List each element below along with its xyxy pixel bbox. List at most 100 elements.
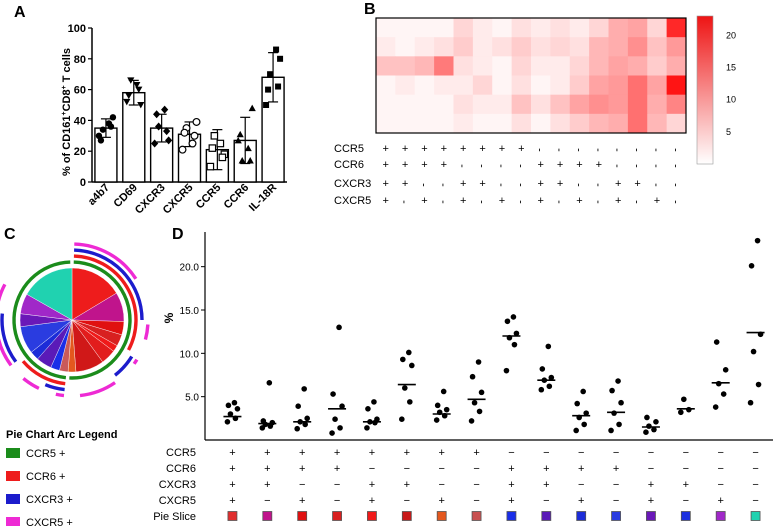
panel-d-sign: + bbox=[264, 447, 270, 459]
panel-a-point bbox=[161, 105, 169, 114]
panel-d-point bbox=[504, 318, 511, 325]
panel-d-point bbox=[503, 367, 510, 374]
heatmap-sign: - bbox=[437, 200, 449, 204]
heatmap-cell bbox=[647, 94, 668, 115]
heatmap-sign: - bbox=[553, 200, 565, 204]
panel-d-slice-swatch bbox=[332, 511, 342, 521]
panel-d-sign: + bbox=[299, 495, 305, 507]
panel-d-point bbox=[269, 419, 276, 426]
panel-d-point bbox=[678, 409, 684, 416]
panel-d-sign: + bbox=[334, 463, 340, 475]
heatmap-cell bbox=[511, 113, 532, 134]
panel-d-point bbox=[433, 417, 440, 423]
panel-a-point bbox=[180, 128, 189, 137]
heatmap-sign: + bbox=[479, 143, 485, 155]
panel-d-point bbox=[643, 429, 649, 436]
panel-d-point bbox=[294, 425, 300, 432]
panel-d-point bbox=[653, 419, 659, 425]
panel-d-sign: + bbox=[438, 495, 444, 507]
pie-legend-label: CCR5 + bbox=[26, 448, 65, 460]
panel-a-point bbox=[267, 71, 274, 78]
heatmap-sign: + bbox=[402, 159, 408, 171]
panel-d-point bbox=[332, 416, 338, 423]
pie-arc bbox=[55, 392, 65, 398]
pie-arc bbox=[73, 254, 138, 351]
heatmap-cell bbox=[472, 37, 493, 57]
heatmap-sign: + bbox=[479, 178, 485, 190]
panel-label-d: D bbox=[172, 226, 184, 243]
panel-a-point bbox=[155, 122, 163, 131]
heatmap-sign: + bbox=[557, 178, 563, 190]
pie-slice bbox=[26, 267, 73, 321]
heatmap-cell bbox=[608, 94, 629, 115]
heatmap-cell bbox=[414, 18, 435, 38]
heatmap-sign: - bbox=[669, 164, 681, 168]
panel-d-sign: + bbox=[613, 463, 619, 475]
heatmap-cell bbox=[608, 56, 629, 76]
panel-d-point bbox=[234, 406, 241, 412]
pie-legend-swatch bbox=[6, 517, 20, 526]
panel-d-point bbox=[231, 399, 238, 406]
panel-d-slice-swatch bbox=[576, 511, 587, 521]
panel-a-point bbox=[234, 137, 242, 144]
heatmap-cell bbox=[492, 56, 513, 76]
heatmap-cell bbox=[395, 75, 416, 96]
heatmap-cell bbox=[627, 113, 648, 134]
panel-a-point bbox=[265, 86, 272, 93]
panel-d-sign: + bbox=[229, 463, 235, 475]
panel-a-category-label: CXCR3 bbox=[133, 182, 168, 217]
heatmap-sign: - bbox=[572, 148, 584, 152]
panel-a-point bbox=[277, 55, 284, 62]
panel-d-sign: − bbox=[508, 447, 514, 459]
heatmap-cell bbox=[414, 37, 435, 57]
heatmap-cell bbox=[453, 94, 474, 115]
panel-d-point bbox=[301, 386, 307, 392]
panel-a-point bbox=[246, 157, 254, 164]
heatmap-cell bbox=[627, 94, 648, 115]
panel-d-point bbox=[548, 374, 555, 381]
panel-d-sign: + bbox=[683, 479, 689, 491]
panel-d-point bbox=[750, 348, 757, 355]
panel-d-point bbox=[573, 427, 579, 434]
pie-arc bbox=[74, 242, 138, 280]
panel-d-sign: − bbox=[578, 447, 584, 459]
heatmap-cell bbox=[569, 18, 590, 38]
panel-d-sign: + bbox=[369, 495, 375, 507]
panel-a-ytick-label: 80 bbox=[74, 54, 86, 66]
panel-d-sign: + bbox=[717, 495, 723, 507]
heatmap-cell bbox=[434, 94, 454, 115]
heatmap-cell bbox=[589, 113, 609, 134]
heatmap-cell bbox=[531, 18, 551, 38]
heatmap-sign: - bbox=[456, 164, 468, 168]
heatmap-sign: - bbox=[476, 164, 488, 168]
pie-legend-swatch bbox=[6, 494, 20, 504]
panel-d-point bbox=[371, 399, 377, 405]
pie-arc bbox=[44, 383, 65, 392]
heatmap-sign: - bbox=[631, 164, 643, 168]
heatmap-cell bbox=[608, 75, 629, 96]
panel-d-point bbox=[720, 391, 727, 397]
panel-d-sign: + bbox=[229, 495, 235, 507]
panel-d-point bbox=[608, 427, 614, 434]
heatmap-sign: + bbox=[537, 159, 543, 171]
panel-a-point bbox=[135, 86, 143, 93]
heatmap-cell bbox=[453, 37, 474, 57]
heatmap-cell bbox=[511, 75, 532, 96]
heatmap-cell bbox=[569, 113, 590, 134]
heatmap-cell bbox=[376, 94, 396, 115]
panel-d-point bbox=[755, 381, 762, 388]
heatmap-cell bbox=[414, 56, 435, 76]
panel-d-point bbox=[224, 419, 231, 425]
panel-d-point bbox=[644, 414, 650, 421]
heatmap-sign: + bbox=[382, 143, 388, 155]
panel-d-sign: + bbox=[473, 447, 479, 459]
panel-d-sign: − bbox=[683, 495, 689, 507]
panel-d-sign: − bbox=[613, 495, 619, 507]
heatmap-sign: + bbox=[499, 195, 505, 207]
panel-d-point bbox=[336, 324, 342, 331]
pie-arc bbox=[0, 338, 13, 367]
pie-legend-label: CCR6 + bbox=[26, 471, 65, 483]
panel-d-sign: − bbox=[369, 463, 375, 475]
panel-d-sign: + bbox=[229, 479, 235, 491]
